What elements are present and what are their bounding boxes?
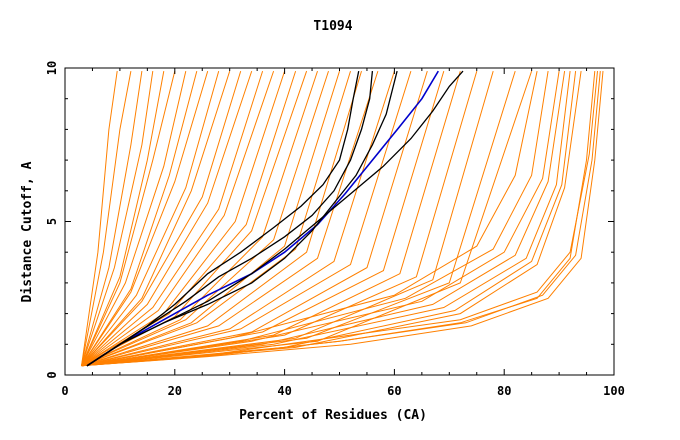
x-tick-label-3: 60 <box>387 384 401 398</box>
x-tick-label-5: 100 <box>603 384 625 398</box>
x-tick-label-2: 40 <box>277 384 291 398</box>
x-tick-label-1: 20 <box>168 384 182 398</box>
reference-series-group <box>86 70 439 367</box>
background-series-line-13 <box>81 70 264 367</box>
background-series-line-15 <box>81 70 286 367</box>
background-series-line-36 <box>81 71 566 367</box>
background-series-line-4 <box>81 71 165 366</box>
background-series-line-9 <box>81 70 220 367</box>
y-tick-label-2: 10 <box>45 61 59 75</box>
x-tick-labels: 0 20 40 60 80 100 <box>61 384 624 398</box>
background-series-line-10 <box>81 70 231 367</box>
background-series-line-29 <box>81 70 478 367</box>
background-series-line-12 <box>81 70 253 367</box>
background-series-line-40 <box>81 71 596 367</box>
background-series-line-19 <box>81 70 329 367</box>
y-axis-label: Distance Cutoff, A <box>20 161 35 302</box>
background-series-line-8 <box>81 70 209 367</box>
highlight-series-line-3 <box>86 70 464 367</box>
y-tick-label-0: 0 <box>45 371 59 378</box>
x-tick-label-0: 0 <box>61 384 68 398</box>
background-series-line-43 <box>81 71 604 367</box>
y-tick-label-1: 5 <box>45 218 59 225</box>
highlight-series-group <box>86 70 464 367</box>
background-series-line-6 <box>81 70 187 367</box>
x-axis-label: Percent of Residues (CA) <box>239 408 427 423</box>
background-series-line-24 <box>81 70 395 367</box>
background-series-line-38 <box>81 71 577 367</box>
x-tick-label-4: 80 <box>497 384 511 398</box>
background-series-line-0 <box>81 71 118 366</box>
background-series-line-18 <box>81 70 318 367</box>
background-series-line-14 <box>81 70 275 367</box>
background-series-line-20 <box>81 70 340 367</box>
background-series-line-16 <box>81 70 297 367</box>
axis-ticks <box>64 67 615 376</box>
background-series-line-2 <box>81 71 143 366</box>
background-series-line-28 <box>81 70 461 367</box>
background-series-line-33 <box>81 70 538 367</box>
background-series-line-32 <box>81 70 533 367</box>
y-tick-labels: 0 5 10 <box>45 61 59 379</box>
background-series-group <box>81 70 604 367</box>
background-series-line-17 <box>81 70 308 367</box>
background-series-line-5 <box>81 70 176 367</box>
background-series-line-42 <box>81 71 598 367</box>
background-series-line-34 <box>81 71 549 367</box>
background-series-line-22 <box>81 70 362 367</box>
background-series-line-37 <box>81 71 571 367</box>
background-series-line-1 <box>81 71 132 366</box>
background-series-line-11 <box>81 70 242 367</box>
background-series-line-7 <box>81 70 198 367</box>
background-series-line-41 <box>81 71 601 367</box>
background-series-line-35 <box>81 71 560 367</box>
chart-title: T1094 <box>313 19 352 34</box>
highlight-series-line-1 <box>86 71 374 367</box>
background-series-line-3 <box>81 71 154 366</box>
reference-series-line <box>86 70 439 367</box>
background-series-line-26 <box>81 70 428 367</box>
